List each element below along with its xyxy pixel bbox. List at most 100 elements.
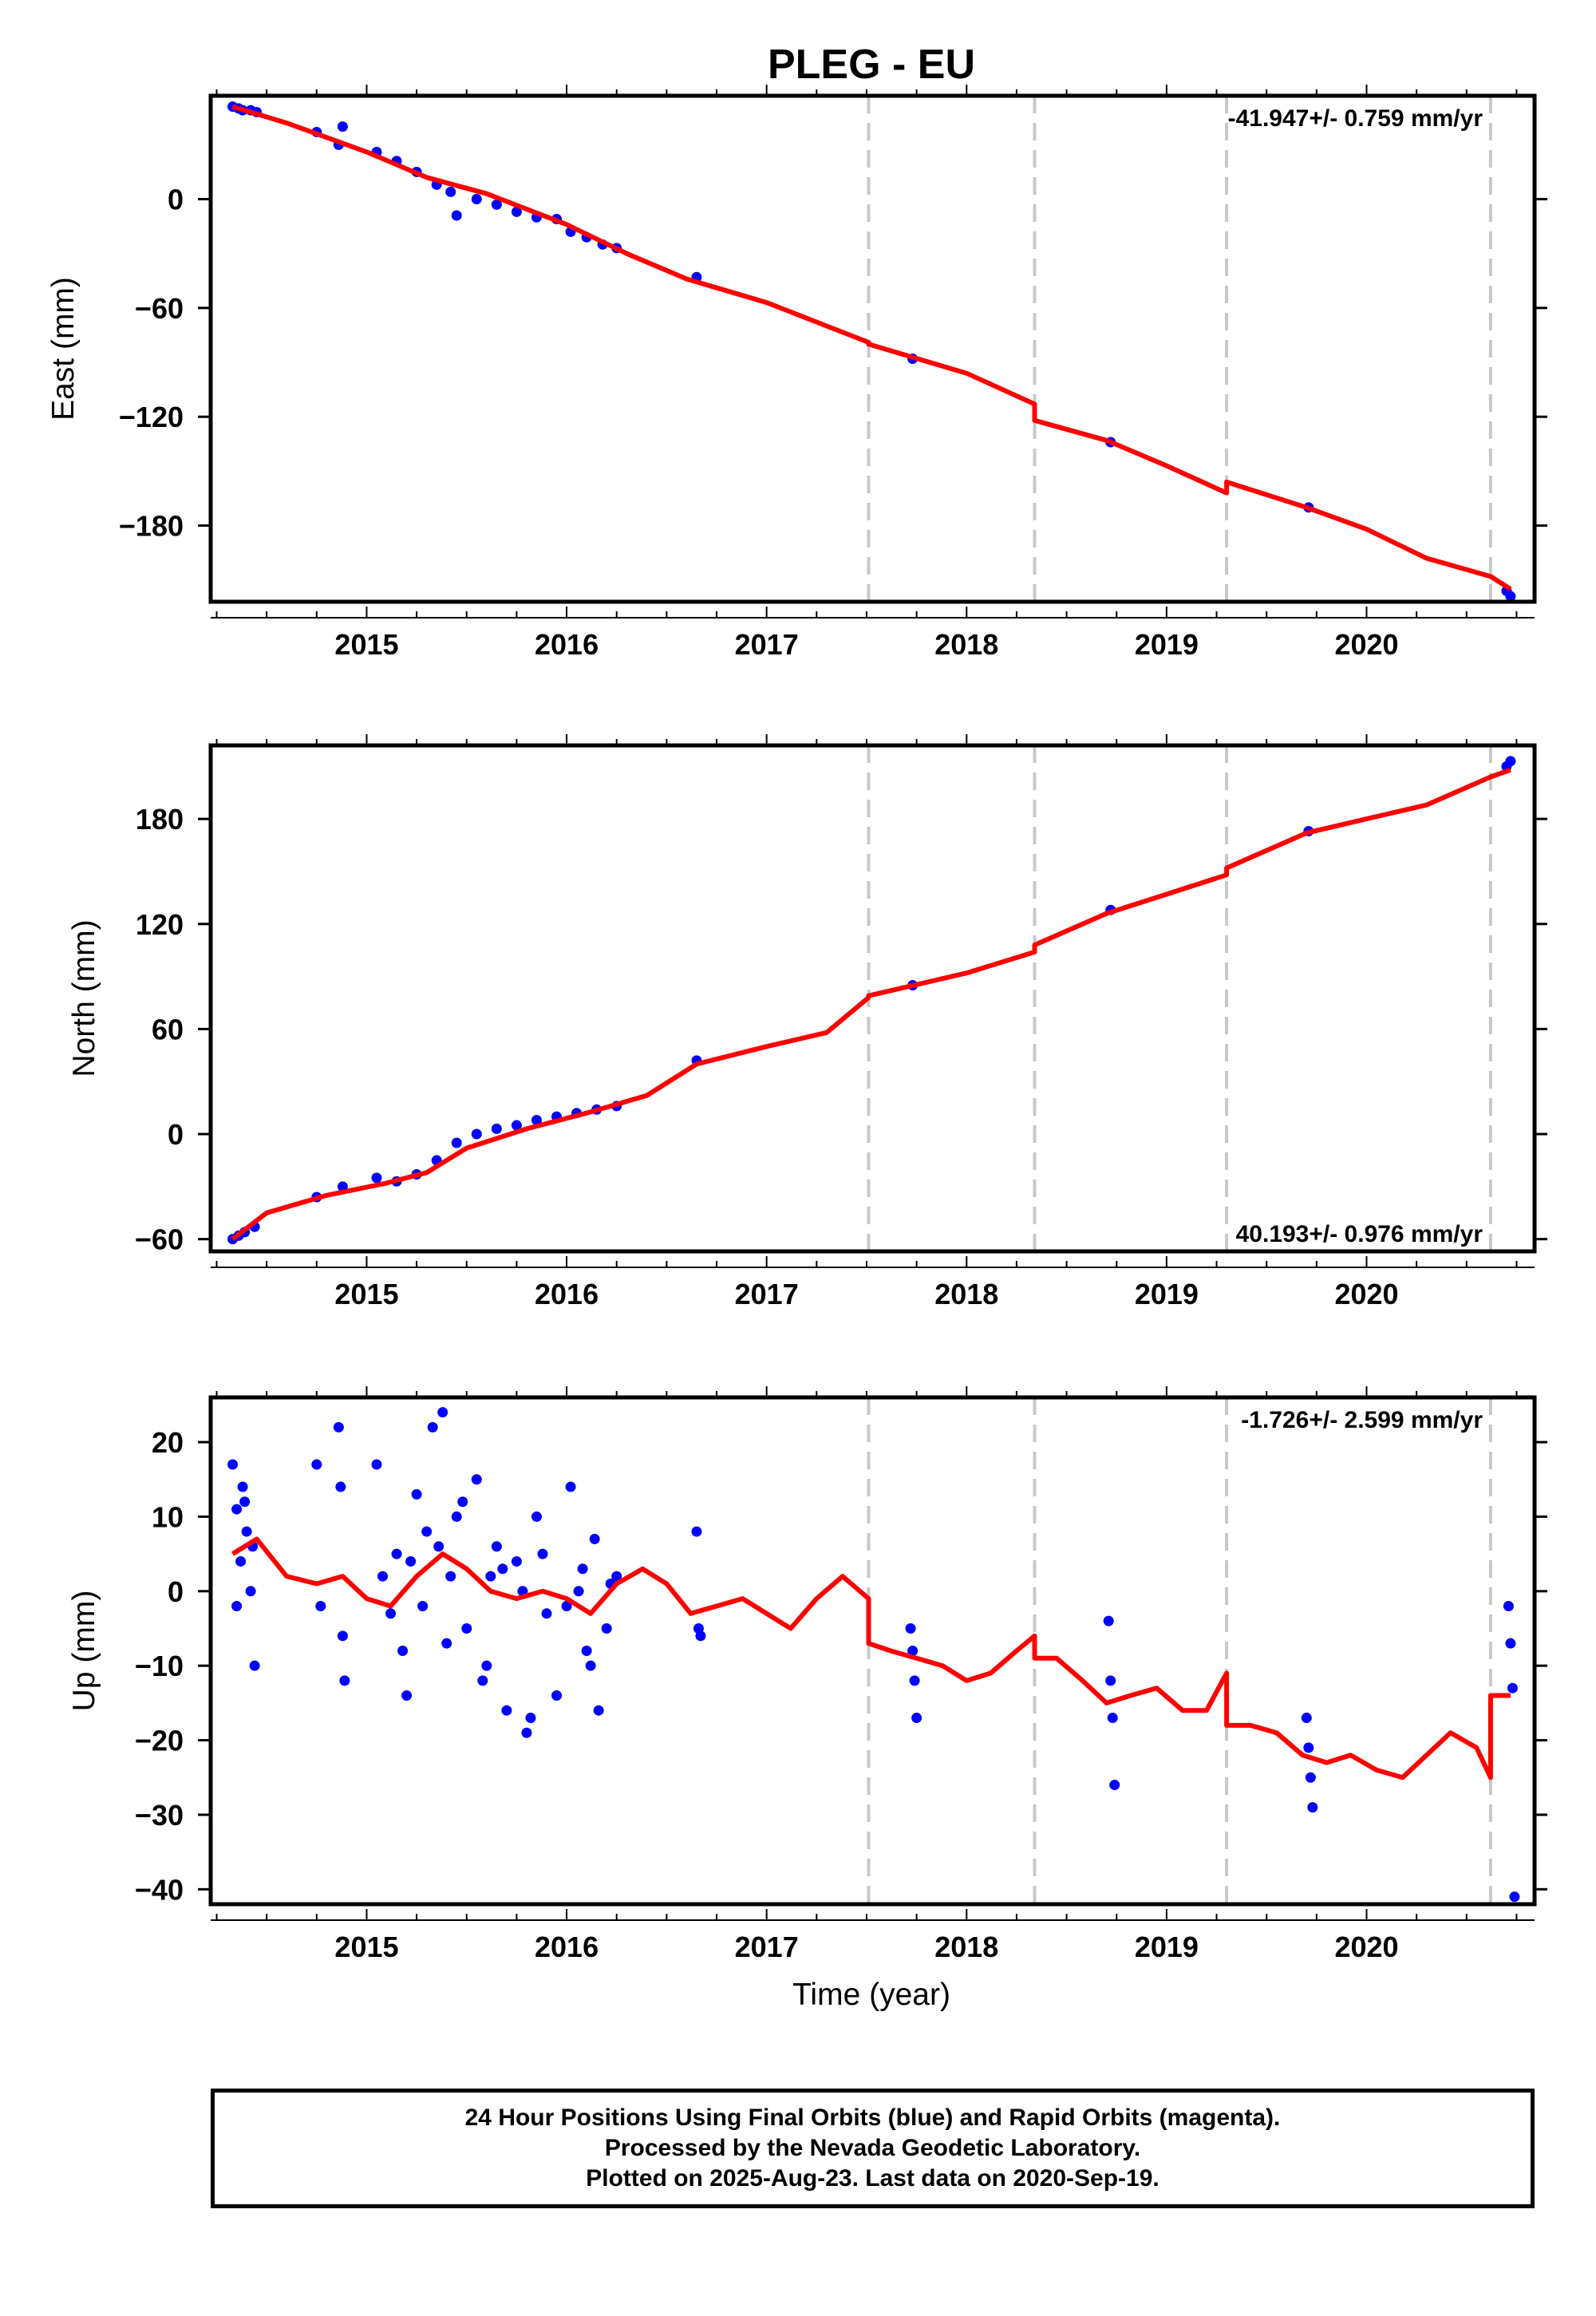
- up-frame: [208, 1395, 1537, 1907]
- up-data-point: [477, 1675, 488, 1686]
- east-x-tick-label: 2016: [535, 628, 598, 661]
- up-data-point: [385, 1608, 397, 1619]
- up-data-point: [311, 1459, 322, 1470]
- up-data-point: [1107, 1713, 1118, 1724]
- north-x-tick-label: 2017: [735, 1278, 799, 1310]
- east-data-point: [1505, 591, 1516, 602]
- up-y-tick-label: −40: [135, 1873, 184, 1906]
- footer-line-2: Processed by the Nevada Geodetic Laborat…: [604, 2135, 1141, 2161]
- up-data-point: [239, 1496, 251, 1508]
- up-data-point: [433, 1541, 444, 1552]
- up-data-point: [501, 1705, 512, 1716]
- up-plot-content: [227, 1407, 1520, 1903]
- north-data-point: [511, 1120, 522, 1131]
- east-y-tick-label: 0: [168, 184, 184, 216]
- up-data-point: [511, 1555, 522, 1567]
- east-data-point: [337, 121, 348, 132]
- east-rate-label: -41.947+/- 0.759 mm/yr: [1228, 105, 1483, 132]
- north-y-tick-label: 60: [152, 1013, 184, 1045]
- up-data-point: [391, 1548, 402, 1559]
- up-x-tick-label: 2017: [735, 1931, 799, 1963]
- up-model-line: [231, 1536, 1511, 1780]
- up-x-tick-label: 2020: [1334, 1931, 1398, 1963]
- up-data-point: [241, 1526, 252, 1537]
- footer-box: 24 Hour Positions Using Final Orbits (bl…: [211, 2089, 1535, 2208]
- up-data-point: [1109, 1780, 1120, 1791]
- up-data-point: [581, 1646, 592, 1656]
- up-data-point: [573, 1586, 584, 1597]
- up-data-point: [461, 1622, 472, 1634]
- north-data-point: [451, 1137, 462, 1148]
- north-model-line: [231, 767, 1511, 1241]
- up-data-point: [551, 1690, 563, 1701]
- up-data-point: [565, 1481, 576, 1492]
- up-data-point: [227, 1459, 239, 1470]
- up-data-point: [905, 1622, 916, 1634]
- east-data-point: [511, 206, 522, 217]
- north-plot-content: [227, 756, 1516, 1245]
- up-data-point: [451, 1511, 462, 1522]
- up-panel: 2015 2016 2017 2018 2019 202020100−10−20−30−4…: [67, 1386, 1547, 1963]
- east-y-tick-label: −120: [119, 401, 184, 433]
- east-x-tick-label: 2015: [334, 628, 398, 661]
- up-y-axis-label: Up (mm): [67, 1591, 101, 1712]
- up-data-point: [1509, 1891, 1520, 1903]
- east-data-point: [451, 210, 462, 221]
- up-data-point: [589, 1533, 600, 1544]
- east-data-point: [491, 199, 502, 210]
- north-data-point: [531, 1114, 542, 1125]
- up-data-point: [1307, 1802, 1318, 1813]
- east-data-point: [445, 186, 456, 197]
- up-data-point: [411, 1488, 422, 1500]
- north-x-tick-label: 2015: [334, 1278, 398, 1310]
- up-data-point: [401, 1690, 413, 1701]
- north-x-tick-label: 2020: [1334, 1278, 1398, 1310]
- up-data-point: [525, 1713, 536, 1724]
- up-data-point: [531, 1511, 542, 1522]
- up-y-tick-label: 20: [152, 1426, 184, 1459]
- up-data-point: [1105, 1675, 1116, 1686]
- up-data-point: [601, 1622, 612, 1634]
- x-axis-label: Time (year): [792, 1978, 950, 2012]
- up-data-point: [417, 1600, 429, 1611]
- north-frame: [208, 743, 1537, 1254]
- east-y-tick-label: −180: [119, 510, 184, 543]
- east-x-tick-label: 2017: [735, 628, 799, 661]
- up-data-point: [1503, 1600, 1514, 1611]
- up-data-point: [377, 1571, 389, 1582]
- up-data-point: [231, 1600, 243, 1611]
- up-data-point: [611, 1571, 622, 1582]
- north-data-point: [491, 1123, 502, 1134]
- east-model-line: [231, 104, 1512, 591]
- up-data-point: [1303, 1742, 1314, 1753]
- north-y-tick-label: 120: [136, 908, 184, 941]
- up-data-point: [907, 1646, 918, 1656]
- up-data-point: [577, 1563, 588, 1575]
- footer-line-1: 24 Hour Positions Using Final Orbits (bl…: [464, 2105, 1281, 2131]
- up-x-tick-label: 2018: [934, 1931, 998, 1963]
- up-data-point: [1305, 1772, 1316, 1783]
- up-y-tick-label: 0: [168, 1575, 184, 1608]
- east-y-tick-label: −60: [135, 292, 184, 325]
- footer-line-3: Plotted on 2025-Aug-23. Last data on 202…: [586, 2165, 1159, 2192]
- north-data-point: [371, 1172, 382, 1184]
- up-data-point: [237, 1481, 248, 1492]
- up-data-point: [337, 1630, 348, 1642]
- up-data-point: [471, 1474, 482, 1485]
- up-data-point: [249, 1660, 260, 1671]
- up-data-point: [1507, 1682, 1518, 1694]
- up-data-point: [339, 1675, 350, 1686]
- up-data-point: [1103, 1615, 1114, 1626]
- up-data-point: [691, 1526, 702, 1537]
- north-y-tick-label: −60: [135, 1223, 184, 1256]
- up-x-tick-label: 2015: [334, 1931, 398, 1963]
- east-x-tick-label: 2020: [1334, 628, 1398, 661]
- up-data-point: [397, 1646, 409, 1656]
- up-y-tick-label: −20: [135, 1725, 184, 1757]
- up-y-tick-label: 10: [152, 1500, 184, 1533]
- up-data-point: [485, 1571, 496, 1582]
- east-data-point: [471, 194, 482, 205]
- north-data-point: [471, 1128, 482, 1140]
- up-data-point: [405, 1555, 417, 1567]
